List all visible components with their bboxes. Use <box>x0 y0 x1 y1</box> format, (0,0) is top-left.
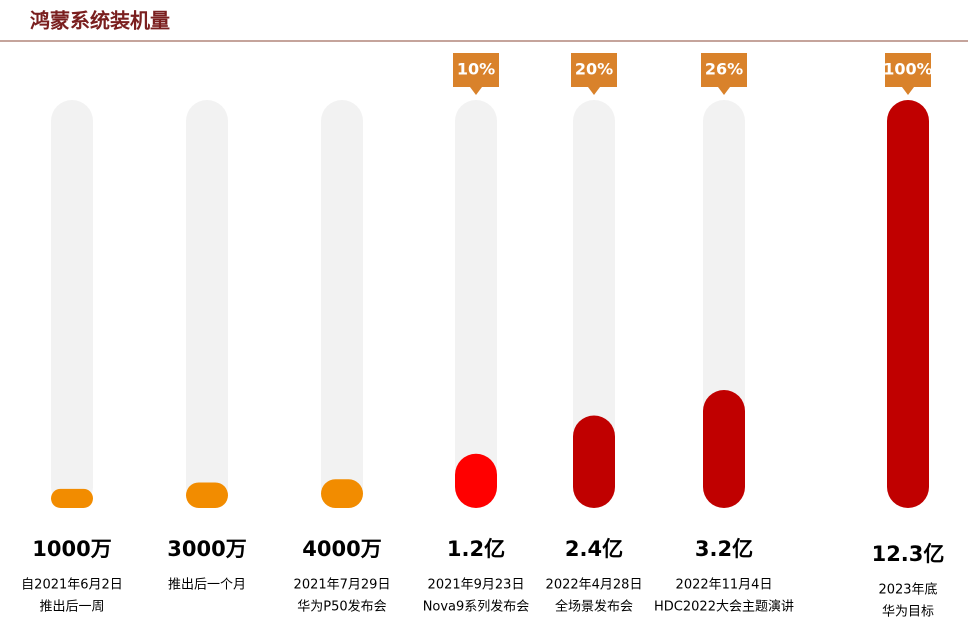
description: 自2021年6月2日 <box>21 578 123 593</box>
description: 推出后一个月 <box>168 578 246 593</box>
value-label: 12.3亿 <box>872 542 945 566</box>
percent-badge <box>453 53 499 95</box>
value-label: 1000万 <box>32 537 111 561</box>
percent-badge <box>701 53 747 95</box>
percent-label: 100% <box>883 60 932 79</box>
description: 2023年底 <box>878 582 937 598</box>
description: 2022年11月4日 <box>676 578 773 593</box>
description: 华为P50发布会 <box>297 599 386 615</box>
bar-fill <box>573 415 615 508</box>
chart-title: 鸿蒙系统装机量 <box>30 9 170 33</box>
bar-fill <box>321 479 363 508</box>
description: 推出后一周 <box>39 600 104 615</box>
track <box>186 100 228 508</box>
value-label: 2.4亿 <box>565 537 623 561</box>
description: 华为目标 <box>882 605 934 620</box>
description: 2021年7月29日 <box>294 578 391 593</box>
value-label: 1.2亿 <box>447 537 505 561</box>
track <box>321 100 363 508</box>
bar-fill <box>887 100 929 508</box>
percent-label: 26% <box>705 60 743 79</box>
description: Nova9系列发布会 <box>423 599 530 615</box>
track <box>455 100 497 508</box>
track <box>51 100 93 508</box>
bar-fill <box>455 453 497 508</box>
value-label: 3000万 <box>167 537 246 561</box>
description: 2021年9月23日 <box>428 578 525 593</box>
bar-fill <box>186 482 228 508</box>
description: 2022年4月28日 <box>546 578 643 593</box>
description: 全场景发布会 <box>555 599 633 615</box>
bar-fill <box>51 488 93 508</box>
percent-badge <box>571 53 617 95</box>
bar-fill <box>703 390 745 508</box>
percent-badge <box>885 53 931 95</box>
value-label: 3.2亿 <box>695 537 753 561</box>
percent-label: 20% <box>575 60 613 79</box>
percent-label: 10% <box>457 60 495 79</box>
description: HDC2022大会主题演讲 <box>654 599 794 615</box>
track <box>573 100 615 508</box>
value-label: 4000万 <box>302 537 381 561</box>
